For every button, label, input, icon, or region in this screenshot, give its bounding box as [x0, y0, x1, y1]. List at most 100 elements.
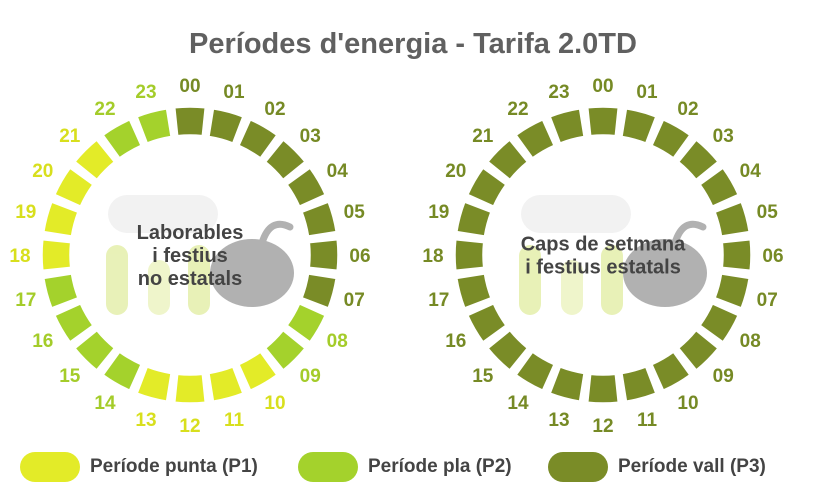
- hour-label-02: 02: [677, 99, 698, 120]
- hour-segment-06: [308, 239, 339, 271]
- hour-segment-06: [721, 239, 752, 271]
- hour-segment-19: [456, 201, 492, 237]
- hour-label-20: 20: [32, 161, 53, 182]
- hour-segment-04: [699, 167, 739, 207]
- hour-segment-15: [487, 329, 529, 371]
- hour-segment-09: [264, 329, 306, 371]
- hour-segment-21: [487, 139, 529, 181]
- hour-segment-23: [136, 108, 172, 144]
- hour-label-16: 16: [32, 331, 53, 352]
- hour-segment-15: [74, 329, 116, 371]
- clock-label-line: no estatals: [138, 268, 242, 290]
- clock-label-line: i festius: [152, 245, 228, 267]
- hour-label-13: 13: [548, 410, 569, 431]
- hour-label-10: 10: [264, 393, 285, 414]
- hour-segment-23: [549, 108, 585, 144]
- hour-segment-05: [714, 201, 750, 237]
- hour-segment-00: [587, 106, 619, 137]
- legend-swatch-p1: [20, 452, 80, 482]
- hour-label-05: 05: [757, 202, 779, 223]
- hour-label-01: 01: [636, 82, 658, 103]
- hour-segment-11: [621, 366, 657, 402]
- hour-label-15: 15: [59, 366, 81, 387]
- hour-label-03: 03: [713, 126, 734, 147]
- hour-label-20: 20: [445, 161, 466, 182]
- hour-label-07: 07: [757, 290, 778, 311]
- hour-segment-18: [41, 239, 72, 271]
- hour-label-06: 06: [349, 246, 370, 267]
- legend-label-p3: Període vall (P3): [618, 456, 766, 477]
- hour-label-18: 18: [9, 246, 30, 267]
- hour-segment-17: [456, 273, 492, 309]
- legend-label-p2: Període pla (P2): [368, 456, 512, 477]
- hour-label-12: 12: [179, 416, 200, 437]
- hour-segment-12: [174, 373, 206, 404]
- period-clocks: 00 01 02 03 04 05 06 07 08 09 10 11 12 13 14 15 16 17 18 19…: [9, 76, 783, 437]
- hour-label-09: 09: [300, 366, 321, 387]
- hour-segment-22: [102, 119, 142, 159]
- hour-label-06: 06: [762, 246, 783, 267]
- hour-segment-01: [208, 108, 244, 144]
- legend-item-p3: Període vall (P3): [548, 452, 766, 482]
- hour-segment-17: [43, 273, 79, 309]
- hour-label-13: 13: [135, 410, 156, 431]
- hour-label-12: 12: [592, 416, 613, 437]
- hour-segment-05: [301, 201, 337, 237]
- hour-segment-07: [301, 273, 337, 309]
- hour-label-23: 23: [548, 82, 569, 103]
- page-title: Períodes d'energia - Tarifa 2.0TD: [189, 28, 637, 60]
- hour-label-11: 11: [637, 410, 658, 431]
- hour-label-17: 17: [428, 290, 449, 311]
- hour-label-04: 04: [327, 161, 349, 182]
- legend-swatch-p2: [298, 452, 358, 482]
- hour-label-23: 23: [135, 82, 156, 103]
- hour-segment-14: [102, 351, 142, 391]
- legend-swatch-p3: [548, 452, 608, 482]
- hour-label-18: 18: [422, 246, 443, 267]
- hour-segment-19: [43, 201, 79, 237]
- hour-segment-07: [714, 273, 750, 309]
- legend-label-p1: Període punta (P1): [90, 456, 258, 477]
- hour-segment-16: [54, 303, 94, 343]
- hour-segment-09: [677, 329, 719, 371]
- hour-label-09: 09: [713, 366, 734, 387]
- legend-item-p1: Període punta (P1): [20, 452, 258, 482]
- hour-label-21: 21: [472, 126, 494, 147]
- hour-label-11: 11: [224, 410, 245, 431]
- hour-label-15: 15: [472, 366, 494, 387]
- hour-label-05: 05: [344, 202, 366, 223]
- hour-segment-01: [621, 108, 657, 144]
- clock-label-line: i festius estatals: [525, 257, 681, 279]
- hour-segment-21: [74, 139, 116, 181]
- hour-label-21: 21: [59, 126, 81, 147]
- hour-label-10: 10: [677, 393, 698, 414]
- hour-segment-10: [651, 351, 691, 391]
- hour-segment-14: [515, 351, 555, 391]
- hour-segment-02: [651, 119, 691, 159]
- hour-label-19: 19: [428, 202, 449, 223]
- hour-segment-12: [587, 373, 619, 404]
- hour-segment-20: [54, 167, 94, 207]
- hour-segment-22: [515, 119, 555, 159]
- hour-label-22: 22: [94, 99, 115, 120]
- hour-label-01: 01: [223, 82, 245, 103]
- hour-label-19: 19: [15, 202, 36, 223]
- clock-label-line: Caps de setmana: [521, 234, 686, 256]
- hour-segment-04: [286, 167, 326, 207]
- hour-label-22: 22: [507, 99, 528, 120]
- hour-label-16: 16: [445, 331, 466, 352]
- hour-label-14: 14: [507, 393, 529, 414]
- hour-label-04: 04: [740, 161, 762, 182]
- clock-label-line: Laborables: [137, 222, 244, 244]
- hour-label-14: 14: [94, 393, 116, 414]
- hour-segment-18: [454, 239, 485, 271]
- hour-segment-10: [238, 351, 278, 391]
- hour-segment-13: [549, 366, 585, 402]
- hour-segment-13: [136, 366, 172, 402]
- hour-segment-08: [286, 303, 326, 343]
- hour-label-03: 03: [300, 126, 321, 147]
- hour-label-00: 00: [592, 76, 613, 97]
- hour-label-00: 00: [179, 76, 200, 97]
- hour-label-08: 08: [740, 331, 761, 352]
- hour-label-02: 02: [264, 99, 285, 120]
